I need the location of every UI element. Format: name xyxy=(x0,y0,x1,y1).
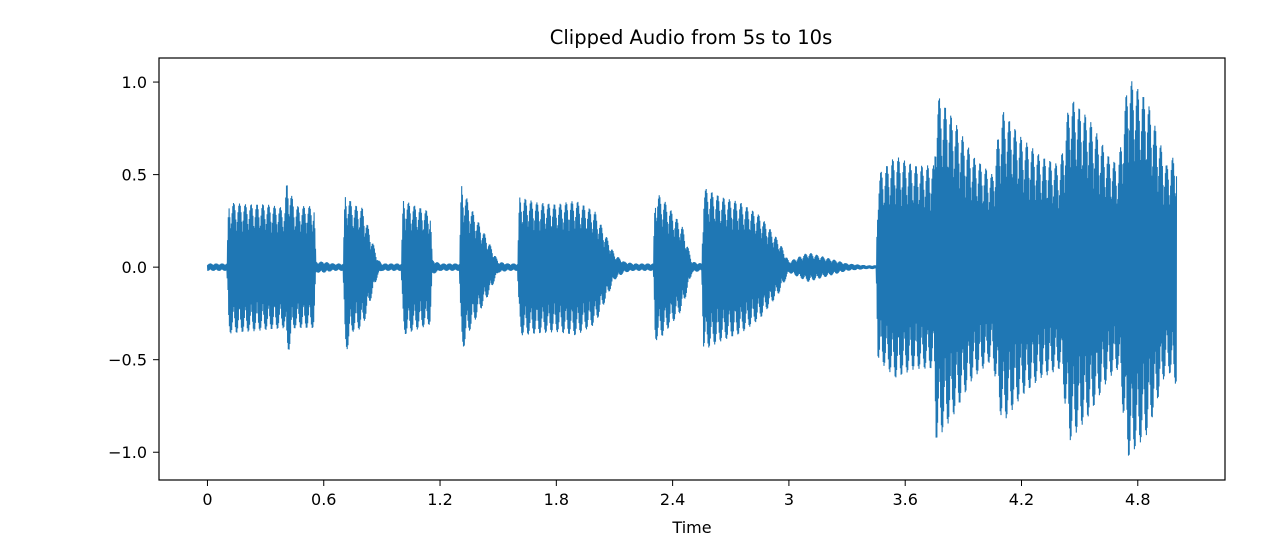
y-tick-label: 0.5 xyxy=(122,166,147,185)
x-axis: 0 0.6 1.2 1.8 2.4 3 3.6 4.2 4.8 xyxy=(202,480,1151,509)
x-tick-label: 3 xyxy=(784,490,794,509)
y-tick-label: 1.0 xyxy=(122,73,147,92)
y-axis: 1.0 0.5 0.0 −0.5 −1.0 xyxy=(108,73,159,462)
x-tick-label: 4.8 xyxy=(1125,490,1150,509)
axes-frame xyxy=(158,57,1226,481)
x-axis-label: Time xyxy=(671,518,711,537)
x-tick-label: 4.2 xyxy=(1009,490,1034,509)
x-tick-label: 1.2 xyxy=(427,490,452,509)
x-tick-label: 1.8 xyxy=(544,490,569,509)
waveform-series-0 xyxy=(206,81,1178,456)
y-tick-label: 0.0 xyxy=(122,258,147,277)
x-tick-label: 0 xyxy=(202,490,212,509)
plot-area xyxy=(206,81,1178,456)
x-tick-label: 3.6 xyxy=(892,490,917,509)
y-tick-label: −0.5 xyxy=(108,351,147,370)
x-tick-label: 0.6 xyxy=(311,490,336,509)
x-tick-label: 2.4 xyxy=(660,490,685,509)
y-tick-label: −1.0 xyxy=(108,443,147,462)
chart-title: Clipped Audio from 5s to 10s xyxy=(550,26,833,49)
